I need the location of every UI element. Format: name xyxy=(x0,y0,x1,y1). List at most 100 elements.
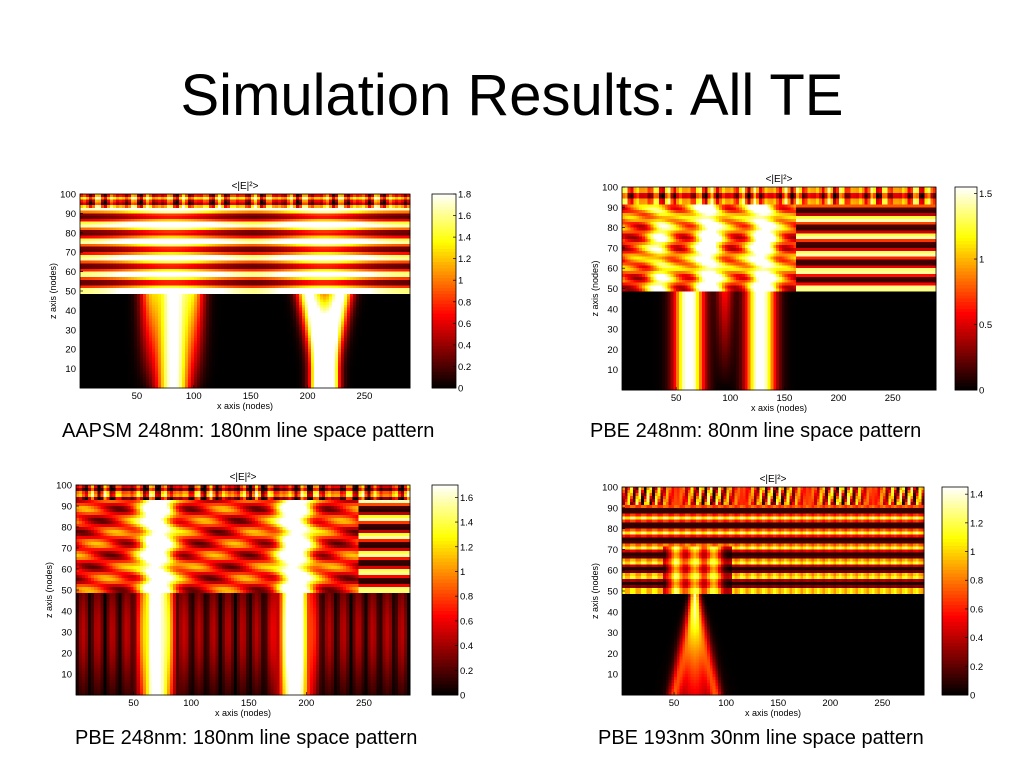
heatmap-cell xyxy=(374,307,378,311)
heatmap-cell xyxy=(251,307,255,311)
heatmap-cell xyxy=(200,210,204,214)
heatmap-cell xyxy=(395,307,399,311)
heatmap-cell xyxy=(86,260,90,264)
heatmap-cell xyxy=(389,252,393,256)
heatmap-cell xyxy=(356,207,360,212)
heatmap-cell xyxy=(281,241,285,245)
heatmap-cell xyxy=(287,315,291,320)
heatmap-cell xyxy=(239,202,243,206)
heatmap-cell xyxy=(176,254,180,259)
heatmap-cell xyxy=(344,224,348,228)
heatmap-cell xyxy=(356,221,360,226)
heatmap-cell xyxy=(101,207,105,212)
heatmap-cell xyxy=(254,291,258,295)
heatmap-cell xyxy=(140,277,144,281)
heatmap-cell xyxy=(338,274,342,278)
heatmap-cell xyxy=(218,266,222,270)
heatmap-cell xyxy=(116,243,120,248)
heatmap-cell xyxy=(236,313,240,317)
heatmap-cell xyxy=(356,249,360,253)
heatmap-cell xyxy=(95,268,99,273)
heatmap-cell xyxy=(401,238,405,242)
heatmap-cell xyxy=(254,257,258,262)
heatmap-cell xyxy=(350,304,354,309)
heatmap-cell xyxy=(278,216,282,220)
heatmap-cell xyxy=(206,285,210,289)
heatmap-cell xyxy=(269,282,273,287)
heatmap-cell xyxy=(299,249,303,253)
heatmap-cell xyxy=(359,268,363,273)
heatmap-cell xyxy=(278,210,282,214)
heatmap-cell xyxy=(380,218,384,223)
heatmap-cell xyxy=(179,296,183,300)
heatmap-cell xyxy=(143,199,147,203)
heatmap-cell xyxy=(209,196,213,201)
heatmap-cell xyxy=(365,207,369,212)
heatmap-cell xyxy=(212,218,216,223)
heatmap-cell xyxy=(185,210,189,214)
heatmap-cell xyxy=(128,302,132,306)
heatmap-cell xyxy=(263,252,267,256)
heatmap-cell xyxy=(407,291,411,295)
heatmap-cell xyxy=(383,285,387,289)
heatmap-cell xyxy=(191,235,195,239)
heatmap-cell xyxy=(164,310,168,314)
heatmap-cell xyxy=(221,216,225,220)
heatmap-cell xyxy=(113,315,117,320)
heatmap-cell xyxy=(101,279,105,284)
heatmap-cell xyxy=(122,279,126,284)
heatmap-cell xyxy=(137,291,141,295)
heatmap-cell xyxy=(101,313,105,317)
heatmap-cell xyxy=(326,307,330,311)
heatmap-cell xyxy=(284,218,288,223)
heatmap-cell xyxy=(269,218,273,223)
heatmap-cell xyxy=(143,285,147,289)
heatmap-cell xyxy=(89,260,93,264)
heatmap-cell xyxy=(128,318,132,323)
heatmap-cell xyxy=(146,221,150,226)
heatmap-cell xyxy=(272,216,276,220)
heatmap-cell xyxy=(404,279,408,284)
heatmap-cell xyxy=(308,315,312,320)
heatmap-cell xyxy=(332,205,336,209)
heatmap-cell xyxy=(203,310,207,314)
heatmap-cell xyxy=(95,235,99,239)
heatmap-cell xyxy=(323,230,327,234)
heatmap-cell xyxy=(104,307,108,311)
heatmap-cell xyxy=(194,257,198,262)
heatmap-cell xyxy=(206,313,210,317)
heatmap-cell xyxy=(110,218,114,223)
heatmap-cell xyxy=(206,254,210,259)
heatmap-cell xyxy=(263,257,267,262)
heatmap-cell xyxy=(386,313,390,317)
heatmap-cell xyxy=(143,221,147,226)
heatmap-cell xyxy=(359,210,363,214)
heatmap-cell xyxy=(263,268,267,273)
heatmap-cell xyxy=(134,210,138,214)
heatmap-cell xyxy=(86,230,90,234)
heatmap-cell xyxy=(323,315,327,320)
heatmap-cell xyxy=(113,196,117,201)
heatmap-cell xyxy=(335,254,339,259)
heatmap-cell xyxy=(131,299,135,303)
heatmap-cell xyxy=(404,296,408,300)
heatmap-cell xyxy=(224,199,228,203)
heatmap-cell xyxy=(359,274,363,278)
heatmap-cell xyxy=(212,257,216,262)
heatmap-cell xyxy=(341,307,345,311)
heatmap-cell xyxy=(338,202,342,206)
heatmap-cell xyxy=(191,230,195,234)
heatmap-cell xyxy=(254,310,258,314)
heatmap-cell xyxy=(206,202,210,206)
heatmap-cell xyxy=(218,282,222,287)
heatmap-cell xyxy=(272,235,276,239)
heatmap-cell xyxy=(380,313,384,317)
heatmap-cell xyxy=(245,227,249,231)
heatmap-cell xyxy=(83,291,87,295)
heatmap-cell xyxy=(185,293,189,298)
heatmap-cell xyxy=(248,310,252,314)
heatmap-cell xyxy=(137,216,141,220)
heatmap-cell xyxy=(203,263,207,267)
heatmap-cell xyxy=(143,257,147,262)
heatmap-cell xyxy=(167,313,171,317)
